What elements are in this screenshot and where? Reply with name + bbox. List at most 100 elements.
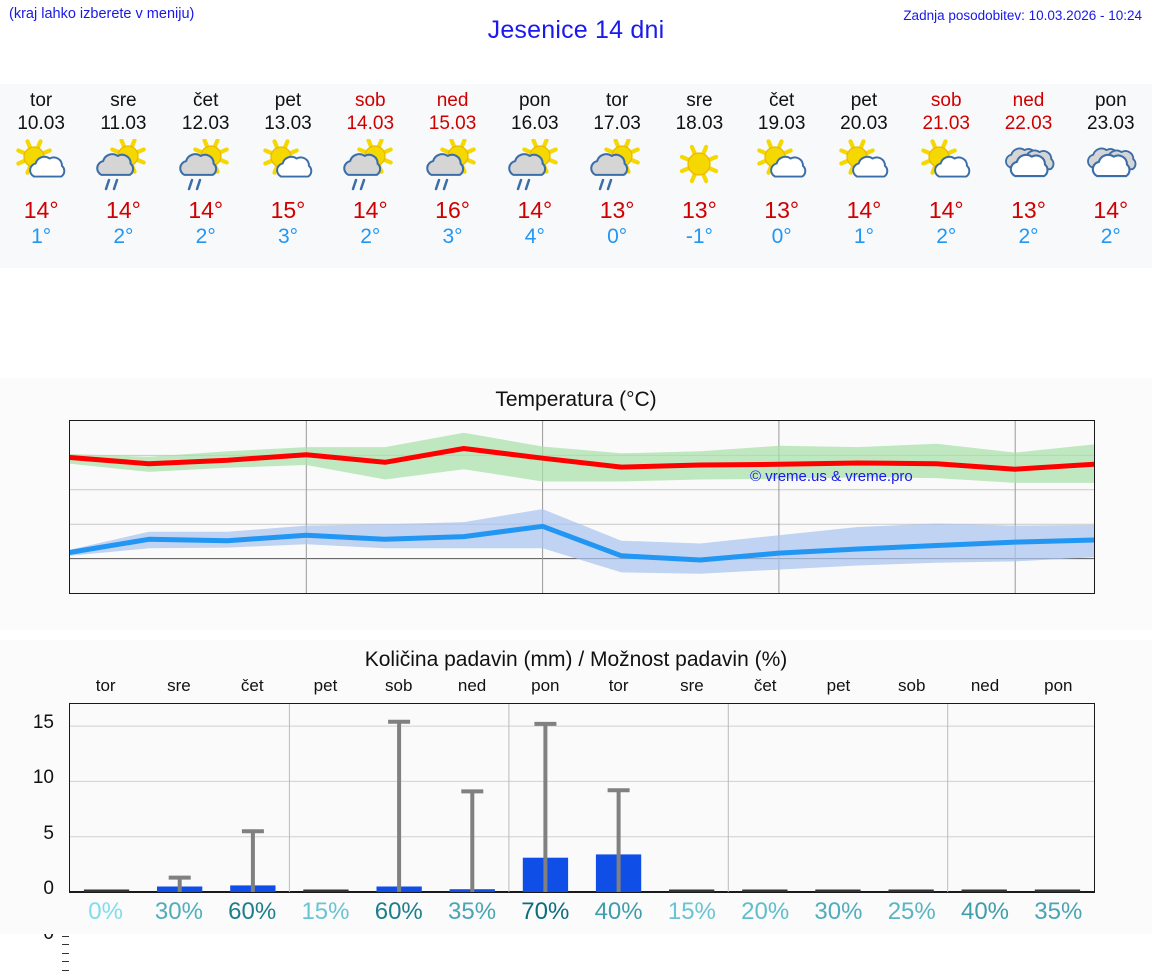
precipitation-chart-title: Količina padavin (mm) / Možnost padavin … <box>364 648 788 671</box>
sun-cloud-rain-icon <box>165 136 247 194</box>
day-date: 21.03 <box>922 113 970 134</box>
day-date: 18.03 <box>675 113 724 134</box>
temperature-min: -1° <box>685 225 713 248</box>
day-of-week: pon <box>1094 90 1127 111</box>
forecast-day-13: ned 22.03 13° 2° <box>987 84 1069 268</box>
temperature-min: 2° <box>113 225 134 248</box>
temperature-min: 1° <box>853 225 874 248</box>
precipitation-y-label: 10 <box>32 767 54 789</box>
sun-cloud-rain-icon <box>494 136 576 194</box>
precipitation-probability-1: 0% <box>88 898 123 925</box>
forecast-day-8: tor 17.03 13° 0° <box>576 84 658 268</box>
last-update-text: Zadnja posodobitev: 10.03.2026 - 10:24 <box>903 8 1142 23</box>
temperature-max: 16° <box>435 197 470 223</box>
sun-cloud-icon <box>741 136 823 194</box>
temperature-min: 1° <box>31 225 52 248</box>
temperature-plot-area <box>69 420 1095 594</box>
precipitation-probability-10: 20% <box>741 898 790 925</box>
precipitation-probability-7: 70% <box>521 898 570 925</box>
menu-hint-text: (kraj lahko izberete v meniju) <box>9 6 195 22</box>
temperature-max: 13° <box>1011 197 1046 223</box>
spacer-region <box>0 268 1152 378</box>
precipitation-plot-svg <box>70 704 1094 892</box>
sun-cloud-icon <box>247 136 329 194</box>
temperature-y-tick <box>62 935 69 937</box>
temperature-y-tick <box>62 952 69 954</box>
day-date: 15.03 <box>428 113 477 134</box>
forecast-day-5: sob 14.03 14° 2° <box>329 84 411 268</box>
day-date: 20.03 <box>840 113 888 134</box>
day-date: 10.03 <box>17 113 65 134</box>
temperature-max: 13° <box>682 197 717 223</box>
day-date: 14.03 <box>346 113 395 134</box>
forecast-day-7: pon 16.03 14° 4° <box>494 84 576 268</box>
precipitation-day-label-1: tor <box>95 676 116 695</box>
precipitation-day-labels: tor sre čet pet sob ned pon tor sre čet pet sob ned p… <box>69 676 1095 700</box>
precipitation-day-label-8: tor <box>608 676 629 695</box>
forecast-day-4: pet 13.03 15° 3° <box>247 84 329 268</box>
copyright-watermark: © vreme.us & vreme.pro <box>750 468 913 485</box>
precipitation-probability-8: 40% <box>594 898 643 925</box>
precipitation-probability-9: 15% <box>667 898 716 925</box>
precipitation-day-label-12: sob <box>898 676 926 695</box>
precipitation-day-label-2: sre <box>167 676 191 695</box>
forecast-day-1: tor 10.03 14° 1° <box>0 84 82 268</box>
precipitation-day-label-11: pet <box>826 676 851 695</box>
forecast-strip: tor 10.03 14° 1° sre 11.03 14° 2° čet 12.03 14°… <box>0 84 1152 268</box>
temperature-max: 14° <box>23 197 59 223</box>
day-of-week: sob <box>354 90 386 111</box>
temperature-min: 2° <box>1018 225 1039 248</box>
temperature-max: 15° <box>270 197 306 223</box>
temperature-max: 14° <box>188 197 224 223</box>
temperature-chart-section: Temperatura (°C) 0 5 10 15 <box>0 378 1152 971</box>
page-header: (kraj lahko izberete v meniju) Jesenice … <box>0 0 1152 62</box>
precipitation-y-label: 5 <box>43 822 54 844</box>
temperature-min: 4° <box>524 225 545 248</box>
temperature-plot-svg <box>70 421 1094 593</box>
sun-cloud-rain-icon <box>411 136 493 194</box>
temperature-min: 2° <box>936 225 957 248</box>
temperature-min: 0° <box>607 225 628 248</box>
temperature-max: 14° <box>106 197 141 223</box>
temperature-max: 14° <box>1093 197 1129 223</box>
forecast-day-9: sre 18.03 13° -1° <box>658 84 740 268</box>
day-of-week: sre <box>110 90 137 111</box>
temperature-max: 14° <box>517 197 553 223</box>
clouds-icon <box>987 136 1069 194</box>
sun-cloud-icon <box>905 136 987 194</box>
day-of-week: pon <box>518 90 551 111</box>
precipitation-probability-3: 60% <box>228 898 277 925</box>
precipitation-day-label-3: čet <box>240 676 264 695</box>
temperature-max: 13° <box>599 197 635 223</box>
precipitation-day-label-6: ned <box>457 676 487 695</box>
temperature-min: 2° <box>195 225 216 248</box>
precipitation-day-label-7: pon <box>531 676 560 695</box>
day-of-week: čet <box>768 90 795 111</box>
day-date: 13.03 <box>264 113 312 134</box>
precipitation-day-label-14: pon <box>1044 676 1073 695</box>
sun-cloud-icon <box>0 136 82 194</box>
precipitation-probability-14: 35% <box>1034 898 1083 925</box>
temperature-min: 3° <box>277 225 299 248</box>
precipitation-day-label-5: sob <box>385 676 413 695</box>
forecast-day-6: ned 15.03 16° 3° <box>411 84 493 268</box>
day-of-week: ned <box>436 90 469 111</box>
day-date: 23.03 <box>1087 113 1135 134</box>
day-date: 19.03 <box>757 113 806 134</box>
precipitation-plot-area <box>69 703 1095 893</box>
precipitation-probability-2: 30% <box>154 898 203 925</box>
precipitation-day-label-13: ned <box>970 676 1000 695</box>
precipitation-day-label-9: sre <box>680 676 704 695</box>
day-date: 16.03 <box>511 113 559 134</box>
precipitation-probability-6: 35% <box>448 898 497 925</box>
sun-cloud-icon <box>823 136 905 194</box>
sun-icon <box>658 136 740 194</box>
forecast-day-12: sob 21.03 14° 2° <box>905 84 987 268</box>
temperature-y-tick <box>62 970 69 971</box>
page-title: Jesenice 14 dni <box>487 16 665 44</box>
precipitation-probability-5: 60% <box>374 898 423 925</box>
forecast-day-3: čet 12.03 14° 2° <box>165 84 247 268</box>
temperature-max: 14° <box>846 197 882 223</box>
temperature-y-tick <box>62 944 69 946</box>
day-date: 12.03 <box>181 113 230 134</box>
